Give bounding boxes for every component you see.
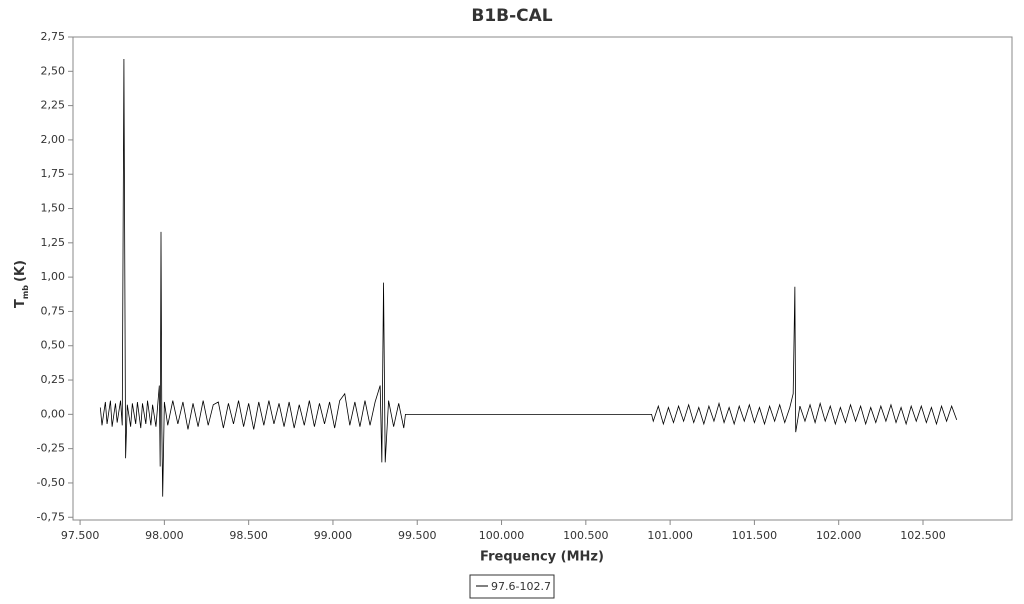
- plot-frame: [72, 36, 1013, 521]
- x-tick-label: 100.000: [479, 529, 525, 542]
- x-axis-label: Frequency (MHz): [480, 550, 604, 565]
- x-tick-label: 100.500: [563, 529, 609, 542]
- y-tick-label: 1,50: [41, 202, 66, 215]
- x-tick-label: 101.000: [647, 529, 693, 542]
- y-tick-label: -0,50: [37, 476, 65, 489]
- y-axis-label: Tmb (K): [13, 260, 30, 308]
- y-tick-label: -0,75: [37, 510, 65, 523]
- y-tick-label: 0,00: [41, 407, 66, 420]
- x-tick-label: 98.500: [229, 529, 268, 542]
- legend-box: [469, 574, 555, 599]
- y-tick-label: 2,00: [41, 133, 66, 146]
- y-tick-label: 0,50: [41, 339, 66, 352]
- x-tick-label: 102.500: [900, 529, 946, 542]
- y-axis-label-main: T: [13, 299, 28, 308]
- legend-label: 97.6-102.7: [491, 580, 551, 593]
- y-tick-label: 1,25: [41, 236, 66, 249]
- plot-area: [99, 58, 958, 497]
- x-tick-label: 102.000: [816, 529, 862, 542]
- x-tick-label: 101.500: [732, 529, 778, 542]
- x-tick-label: 99.000: [314, 529, 353, 542]
- y-tick-label: 0,75: [41, 304, 66, 317]
- y-axis-label-sub: mb: [21, 285, 30, 299]
- series-line: [99, 58, 958, 497]
- x-tick-label: 98.000: [145, 529, 184, 542]
- y-tick-label: 0,25: [41, 373, 66, 386]
- y-axis-label-unit: (K): [13, 260, 28, 282]
- x-tick-label: 97.500: [61, 529, 100, 542]
- y-tick-label: 2,75: [41, 30, 66, 43]
- y-tick-label: 1,00: [41, 270, 66, 283]
- y-tick-label: -0,25: [37, 442, 65, 455]
- y-tick-label: 1,75: [41, 167, 66, 180]
- y-tick-label: 2,50: [41, 64, 66, 77]
- chart-title: B1B-CAL: [471, 6, 552, 26]
- y-tick-label: 2,25: [41, 99, 66, 112]
- x-tick-label: 99.500: [398, 529, 437, 542]
